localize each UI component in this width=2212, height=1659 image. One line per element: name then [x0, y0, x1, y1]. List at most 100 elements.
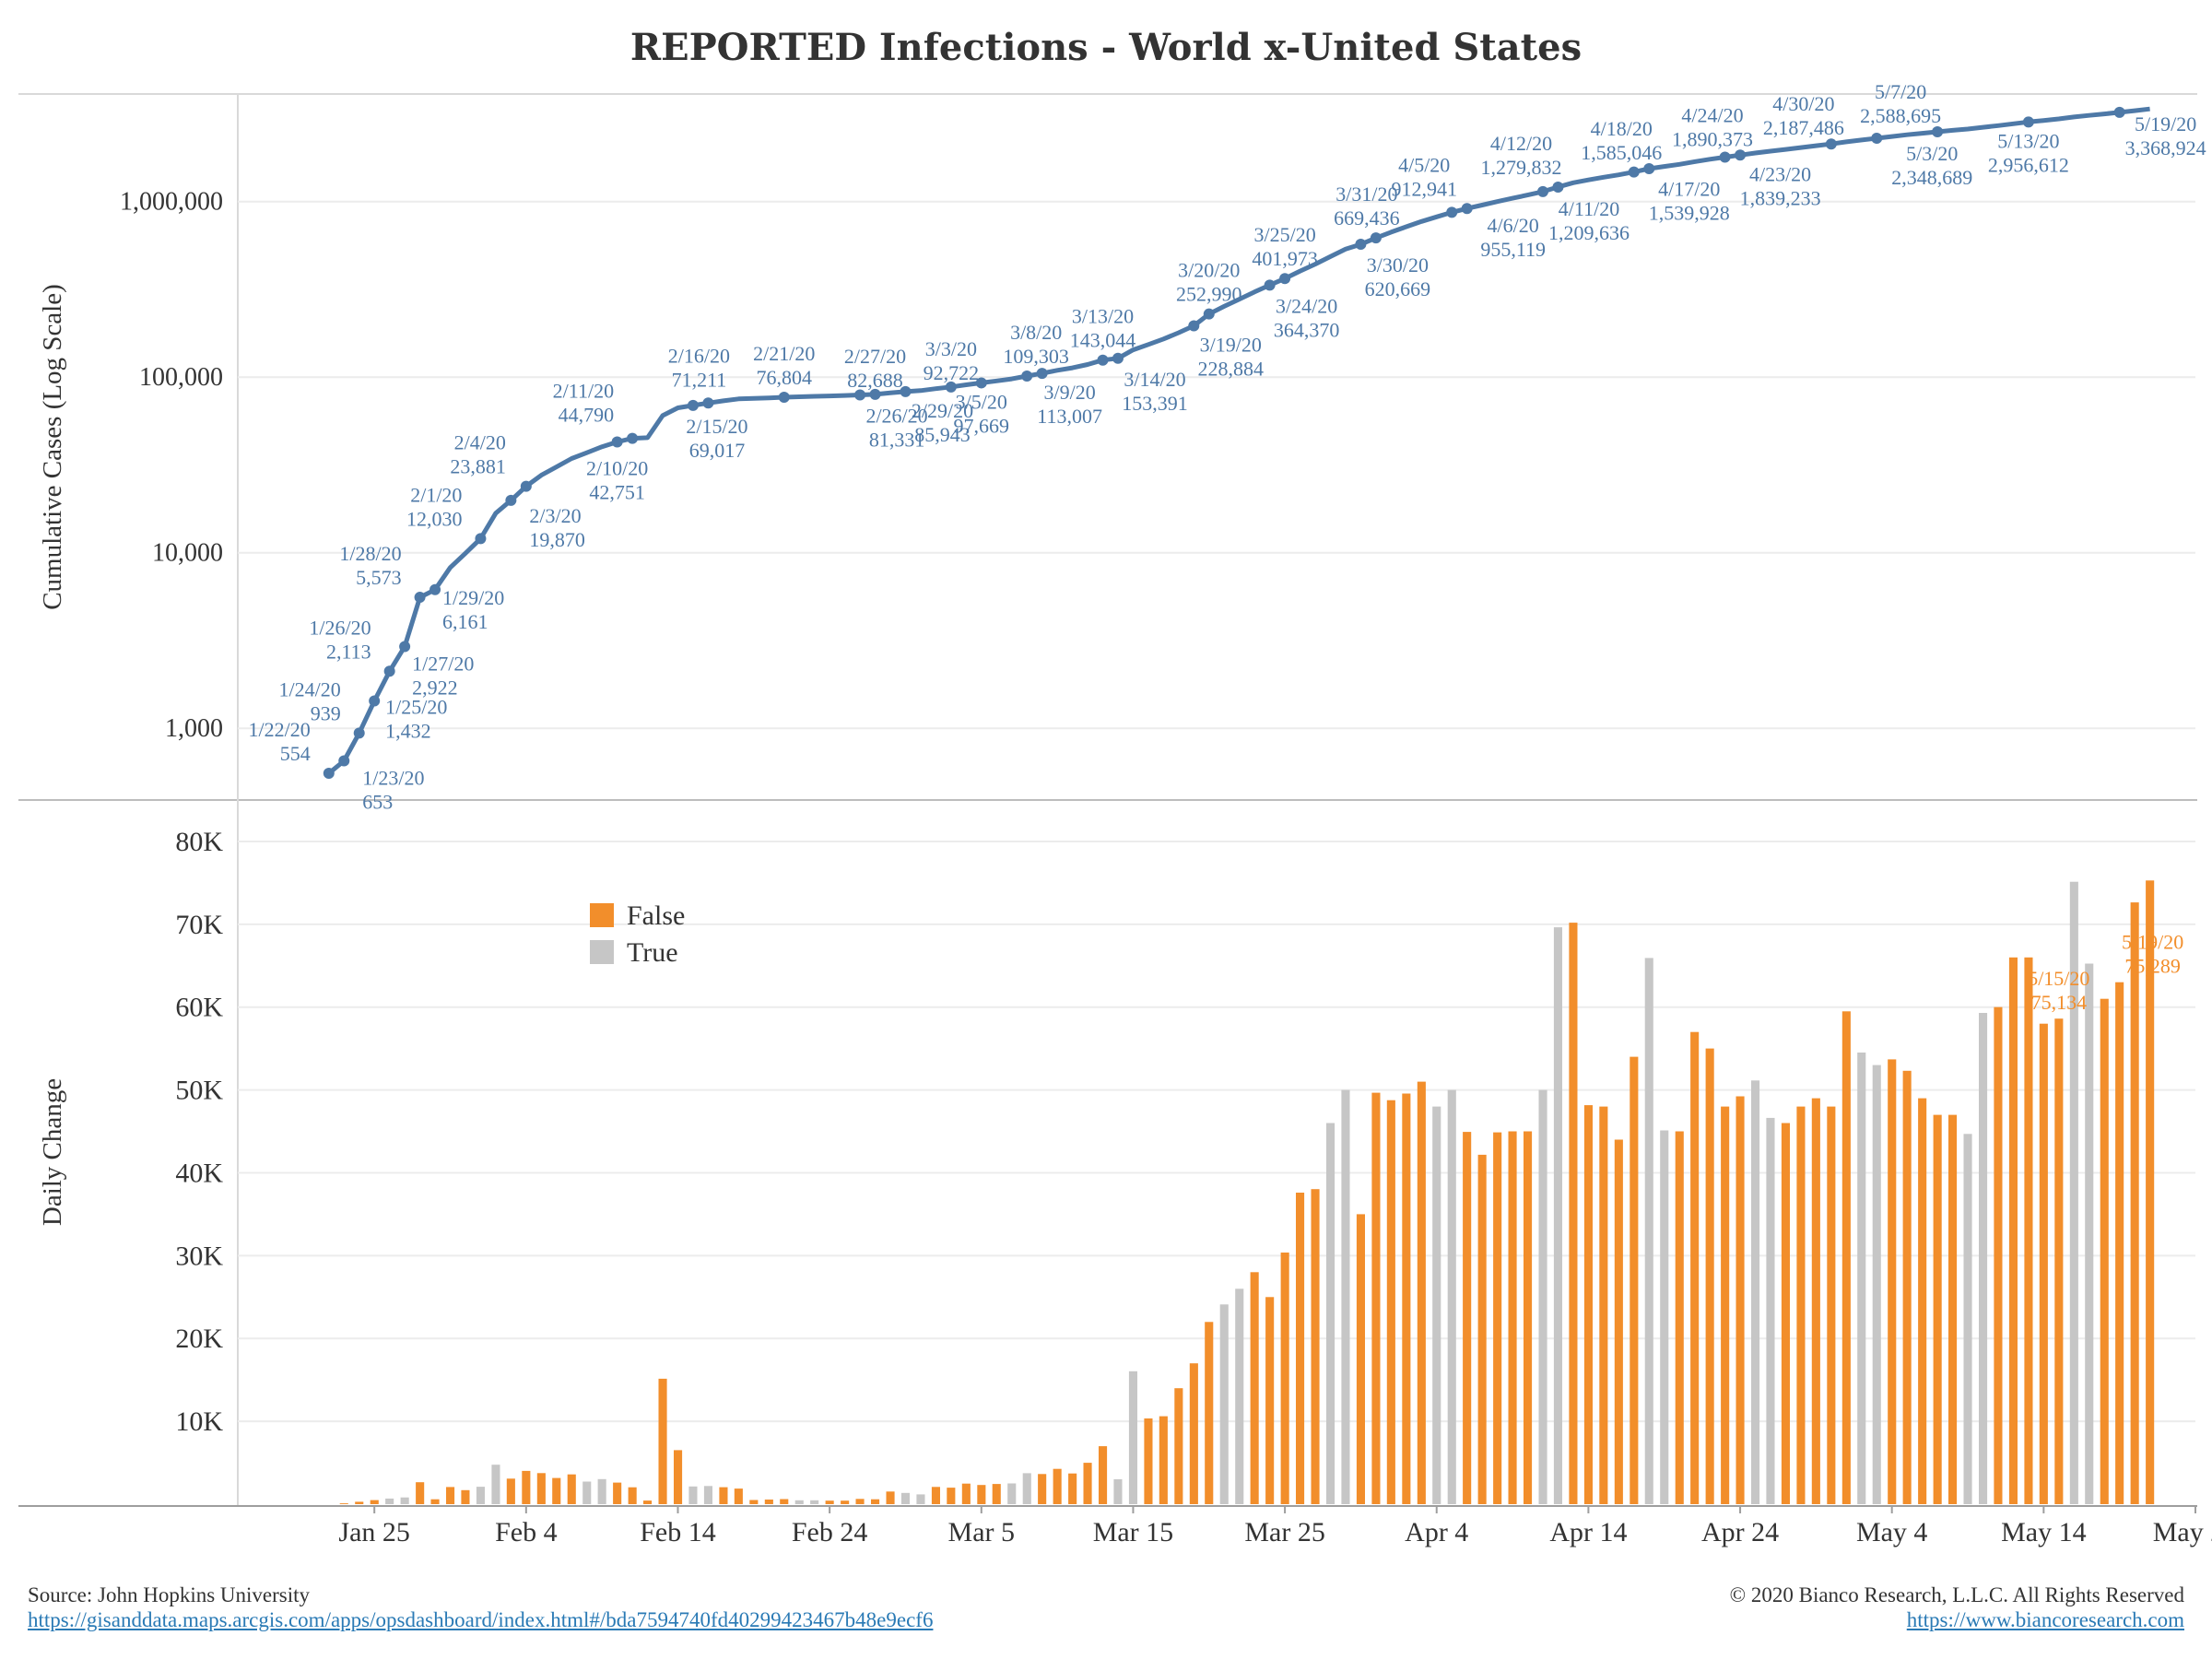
data-label-value: 2,187,486 [1763, 116, 1844, 139]
daily-change-bar [2008, 957, 2018, 1504]
data-label-date: 4/5/20 [1398, 153, 1450, 176]
data-label-date: 1/24/20 [278, 677, 340, 700]
daily-change-bar [1811, 1098, 1820, 1504]
data-point-marker [687, 399, 699, 411]
data-label-date: 1/23/20 [362, 766, 424, 789]
legend-label: True [627, 937, 678, 968]
data-point-marker [854, 389, 866, 401]
daily-change-bar [2054, 1018, 2064, 1504]
y-tick-label: 20K [175, 1324, 223, 1354]
daily-change-bar [1630, 1056, 1639, 1504]
y-tick-label: 50K [175, 1076, 223, 1106]
data-label-date: 3/30/20 [1367, 253, 1429, 276]
daily-change-bar [506, 1478, 515, 1504]
daily-change-bar [1038, 1474, 1047, 1504]
daily-change-bar [1463, 1132, 1472, 1504]
daily-change-bar [370, 1500, 379, 1504]
x-tick-label: Feb 24 [792, 1517, 868, 1547]
data-label-date: 2/26/20 [865, 404, 927, 427]
daily-change-bar [1644, 958, 1653, 1504]
y-tick-label: 10K [175, 1406, 223, 1437]
data-point-marker [1203, 308, 1215, 320]
data-point-marker [1735, 149, 1747, 161]
website-link[interactable]: https://www.biancoresearch.com [1906, 1608, 2184, 1631]
daily-change-bar [1189, 1363, 1198, 1504]
daily-change-bar [1857, 1053, 1866, 1504]
daily-change-bar [1538, 1089, 1547, 1504]
x-tick-label: May 4 [1856, 1517, 1928, 1547]
source-link[interactable]: https://gisanddata.maps.arcgis.com/apps/… [28, 1608, 934, 1631]
daily-change-bar [476, 1487, 485, 1504]
data-label-value: 109,303 [1003, 345, 1069, 368]
data-label-value: 6,161 [442, 610, 488, 633]
data-label-value: 69,017 [689, 439, 746, 462]
data-label-value: 620,669 [1365, 277, 1431, 300]
daily-change-bar [1553, 927, 1562, 1504]
data-label-value: 1,539,928 [1649, 202, 1730, 225]
daily-change-bar [430, 1499, 440, 1504]
x-tick-label: Apr 4 [1405, 1517, 1468, 1547]
daily-change-bar [1751, 1080, 1760, 1504]
daily-change-bar [1068, 1473, 1077, 1504]
daily-change-bar [992, 1484, 1001, 1504]
data-label-date: 2/21/20 [753, 342, 815, 365]
daily-change-bar [1265, 1297, 1275, 1504]
data-label-value: 23,881 [450, 455, 506, 478]
data-point-marker [1097, 354, 1109, 366]
data-point-marker [869, 388, 881, 400]
data-point-marker [2022, 116, 2034, 128]
data-point-marker [900, 385, 912, 397]
daily-change-bar [977, 1485, 986, 1504]
data-label-date: 3/20/20 [1178, 259, 1240, 282]
daily-change-bar [749, 1500, 759, 1504]
daily-change-bar [1174, 1388, 1183, 1504]
x-tick-label: Jan 25 [338, 1517, 410, 1547]
y-tick-label: 1,000 [165, 714, 223, 743]
daily-change-bar [1053, 1468, 1062, 1504]
data-label-value: 19,870 [529, 528, 585, 551]
data-label-date: 2/4/20 [454, 431, 506, 454]
data-point-marker [611, 436, 623, 448]
data-label-value: 1,890,373 [1672, 127, 1753, 150]
data-label-value: 44,790 [559, 404, 615, 427]
daily-change-bar [400, 1497, 409, 1504]
daily-change-bar [1113, 1479, 1123, 1504]
daily-change-bar [582, 1481, 592, 1504]
data-point-marker [323, 768, 335, 780]
daily-change-bar [1508, 1131, 1517, 1504]
data-point-marker [1825, 138, 1837, 150]
data-point-marker [1021, 371, 1033, 382]
data-label-value: 2,348,689 [1891, 166, 1972, 189]
daily-change-bar [1994, 1006, 2003, 1504]
daily-change-bar [628, 1487, 637, 1504]
data-label-value: 113,007 [1037, 405, 1102, 428]
daily-change-bar [1796, 1106, 1806, 1504]
x-tick-label: Feb 4 [495, 1517, 558, 1547]
data-point-marker [1932, 125, 1944, 137]
data-label-date: 1/25/20 [385, 695, 447, 718]
data-label-value: 228,884 [1198, 358, 1265, 381]
daily-change-bar [1022, 1473, 1031, 1504]
daily-change-bar [1477, 1154, 1487, 1504]
daily-change-bar [522, 1470, 531, 1504]
data-point-marker [1036, 368, 1048, 380]
daily-change-bar [2130, 902, 2139, 1504]
daily-change-bar [1296, 1193, 1305, 1504]
daily-change-bar [1386, 1100, 1395, 1504]
y-axis-title: Cumulative Cases (Log Scale) [38, 284, 67, 610]
daily-change-bar [1311, 1189, 1320, 1504]
daily-change-bar [416, 1482, 425, 1504]
daily-change-bar [1083, 1463, 1092, 1504]
daily-change-bar [1690, 1031, 1700, 1504]
data-label-date: 3/8/20 [1010, 321, 1062, 344]
data-label-value: 1,209,636 [1548, 221, 1630, 244]
data-label-date: 5/19/20 [2135, 112, 2196, 135]
daily-change-bar [1524, 1131, 1533, 1504]
data-label-value: 81,331 [869, 428, 925, 451]
daily-change-bar [734, 1488, 743, 1504]
daily-change-bar [931, 1487, 940, 1504]
daily-change-bar [764, 1500, 773, 1504]
daily-change-bar [1341, 1089, 1350, 1504]
daily-change-bar [1963, 1134, 1972, 1504]
daily-change-bar [2100, 998, 2109, 1504]
